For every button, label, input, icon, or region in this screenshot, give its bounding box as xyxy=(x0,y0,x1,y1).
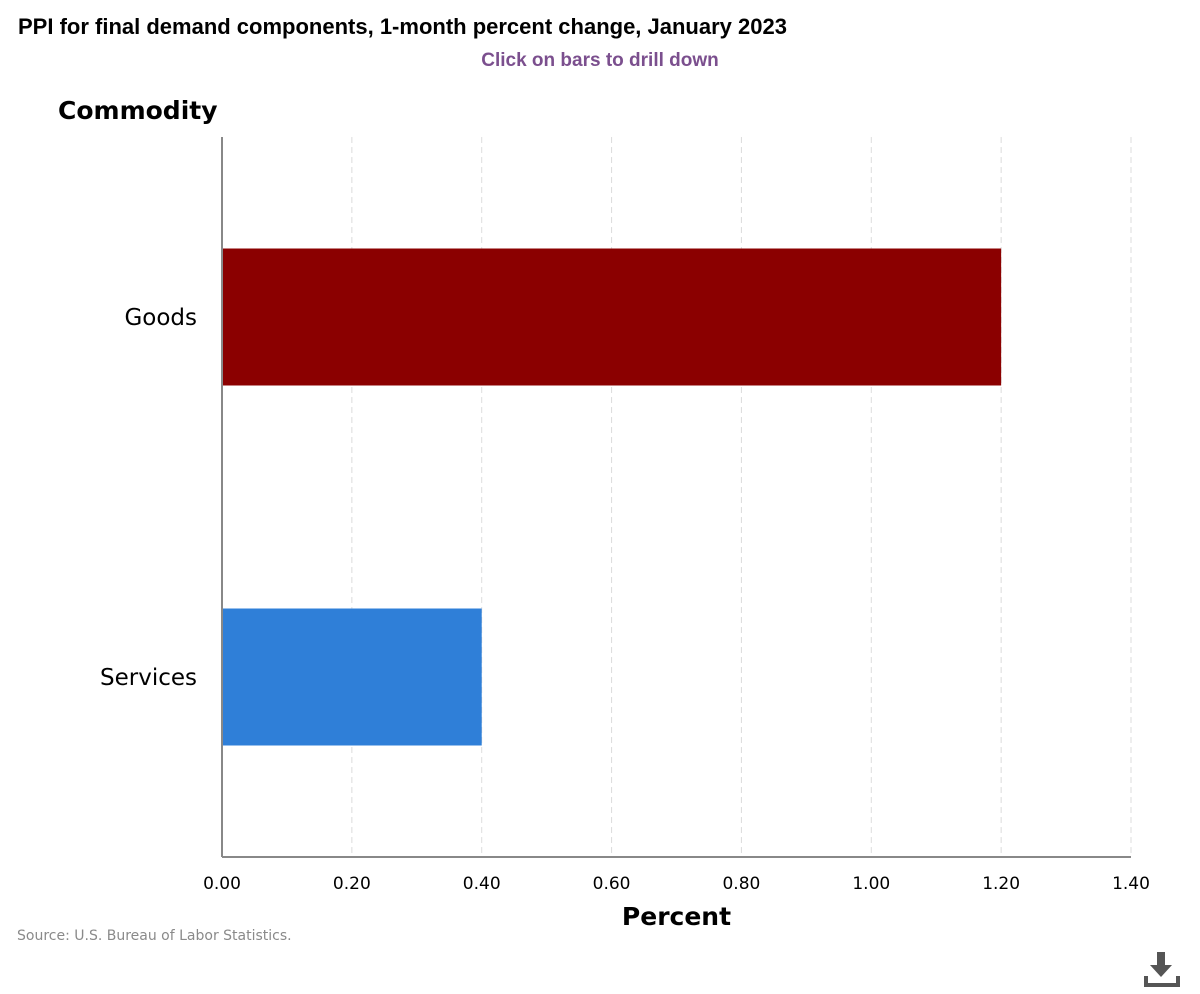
download-icon[interactable] xyxy=(1140,950,1184,992)
axes xyxy=(221,137,1131,858)
x-tick-label: 0.60 xyxy=(593,874,631,894)
y-category-label: Goods xyxy=(124,305,197,331)
x-tick-label: 0.00 xyxy=(203,874,241,894)
bar-services[interactable] xyxy=(222,608,482,746)
x-tick-label: 1.20 xyxy=(982,874,1020,894)
labels: 0.00 0.20 0.40 0.60 0.80 1.00 1.20 1.40 Goods Ser… xyxy=(58,96,1150,931)
x-axis-title: Percent xyxy=(622,902,731,931)
x-tick-label: 0.80 xyxy=(722,874,760,894)
bars xyxy=(222,248,1002,746)
x-tick-label: 1.40 xyxy=(1112,874,1150,894)
chart-subtitle: Click on bars to drill down xyxy=(481,50,719,71)
x-tick-label: 1.00 xyxy=(852,874,890,894)
source-note: Source: U.S. Bureau of Labor Statistics. xyxy=(17,928,292,944)
y-axis-title: Commodity xyxy=(58,96,218,125)
gridlines xyxy=(351,137,1132,857)
x-tick-label: 0.20 xyxy=(333,874,371,894)
y-category-label: Services xyxy=(100,665,197,691)
bar-goods[interactable] xyxy=(222,248,1002,386)
x-tick-label: 0.40 xyxy=(463,874,501,894)
chart-title: PPI for final demand components, 1-month… xyxy=(18,14,787,39)
